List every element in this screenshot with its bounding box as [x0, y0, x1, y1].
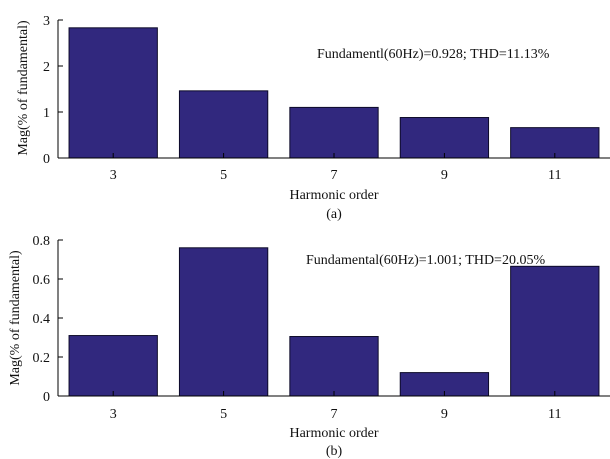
- bars-group-b: [68, 247, 600, 397]
- annotation-a: Fundamentl(60Hz)=0.928; THD=11.13%: [317, 47, 550, 62]
- bar-a-5: [178, 90, 269, 159]
- y-tick-label-a-1: 1: [43, 106, 50, 121]
- y-axis-label-a: Mag(% of fundamental): [16, 20, 31, 156]
- x-tick-label-a-3: 3: [110, 168, 117, 183]
- bar-b-5: [178, 247, 269, 397]
- x-tick-label-a-5: 5: [220, 168, 227, 183]
- y-tick-label-b-0: 0: [43, 390, 50, 405]
- y-tick-label-b-0.8: 0.8: [33, 234, 51, 249]
- bar-a-7: [289, 106, 379, 159]
- x-tick-label-a-9: 9: [441, 168, 448, 183]
- ticks-group-b: 0 0.2 0.4 0.6 0.8 3 5 7 9 11: [33, 234, 562, 422]
- x-tick-label-b-3: 3: [110, 407, 117, 422]
- x-tick-label-a-11: 11: [548, 168, 561, 183]
- y-tick-label-a-3: 3: [43, 14, 50, 29]
- y-tick-label-a-0: 0: [43, 152, 50, 167]
- bar-a-9: [399, 117, 490, 159]
- caption-b: (b): [326, 444, 343, 459]
- ticks-group-a: 0 1 2 3 3 5 7 9 11: [43, 14, 562, 183]
- y-tick-label-b-0.4: 0.4: [33, 312, 51, 327]
- bar-b-7: [289, 336, 379, 397]
- bar-a-3: [68, 27, 158, 159]
- bar-b-3: [68, 335, 158, 397]
- chart-panel-b: 0 0.2 0.4 0.6 0.8 3 5 7 9 11 Fundamental(60Hz)=1.…: [8, 234, 610, 459]
- x-tick-label-b-5: 5: [220, 407, 227, 422]
- x-tick-label-b-11: 11: [548, 407, 561, 422]
- x-tick-label-b-9: 9: [441, 407, 448, 422]
- chart-panel-a: 0 1 2 3 3 5 7 9 11 Fundamentl(60Hz)=0.928; THD=1…: [16, 14, 610, 222]
- y-tick-label-a-2: 2: [43, 60, 50, 75]
- caption-a: (a): [326, 207, 342, 222]
- y-axis-label-b: Mag(% of fundamental): [8, 250, 23, 386]
- y-tick-label-b-0.6: 0.6: [33, 273, 51, 288]
- annotation-b: Fundamental(60Hz)=1.001; THD=20.05%: [306, 253, 545, 268]
- x-tick-label-b-7: 7: [331, 407, 338, 422]
- x-axis-label-b: Harmonic order: [289, 426, 378, 441]
- bar-b-11: [510, 265, 600, 397]
- bars-group-a: [68, 27, 600, 159]
- y-tick-label-b-0.2: 0.2: [33, 351, 51, 366]
- x-tick-label-a-7: 7: [331, 168, 338, 183]
- x-axis-label-a: Harmonic order: [289, 188, 378, 203]
